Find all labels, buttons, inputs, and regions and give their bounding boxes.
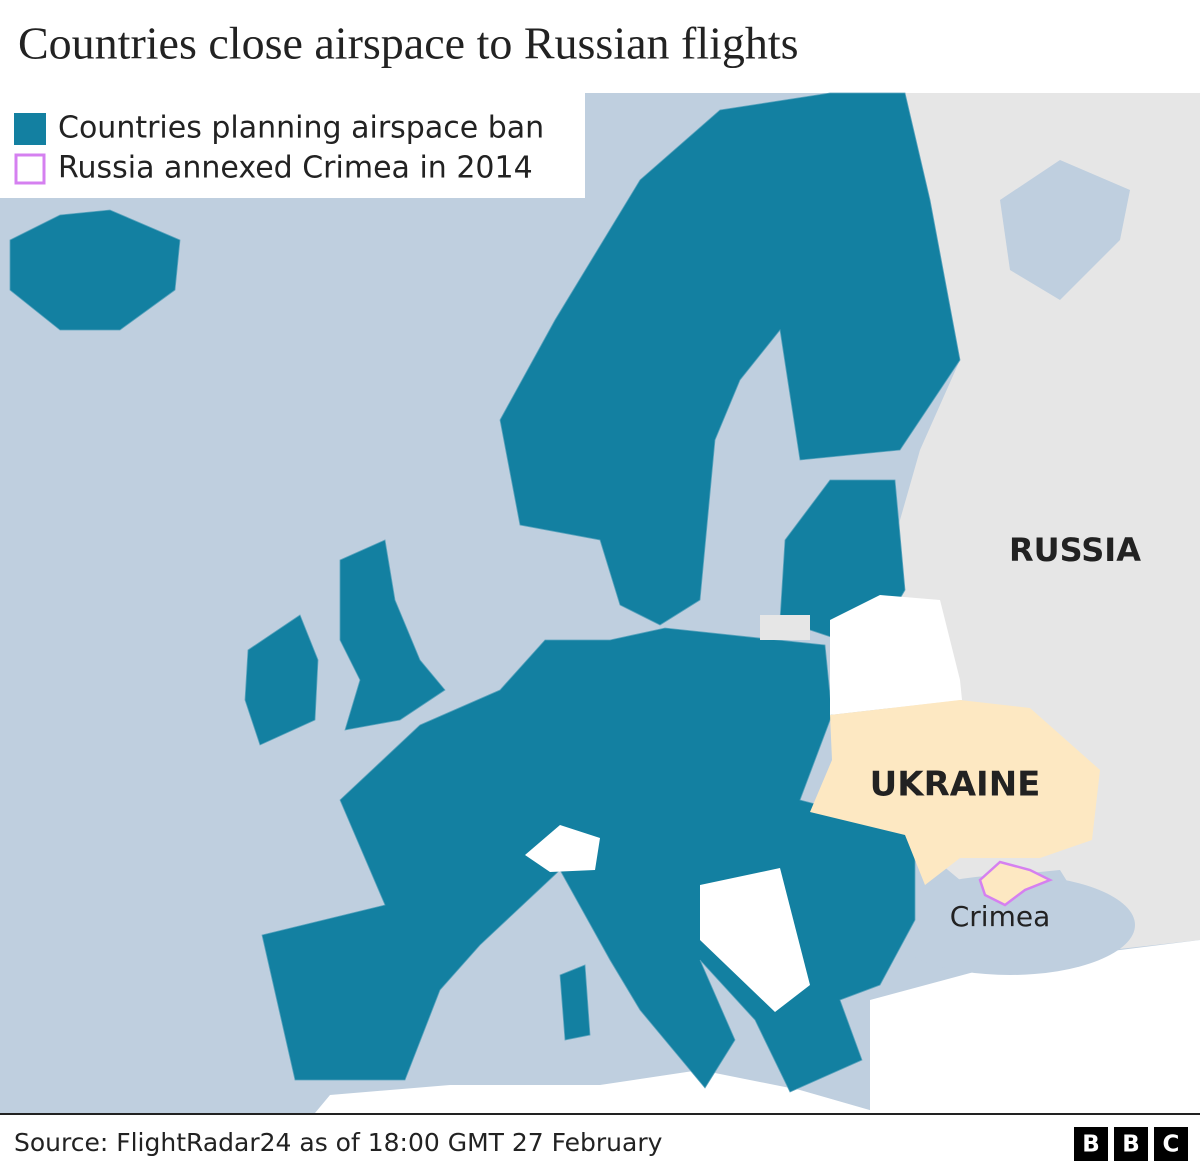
ukraine — [810, 700, 1100, 885]
logo-letter: B — [1082, 1132, 1100, 1158]
ukraine-label: UKRAINE — [870, 765, 1041, 805]
turkey-land — [870, 940, 1200, 1113]
britain — [339, 539, 446, 731]
legend-label: Russia annexed Crimea in 2014 — [58, 151, 533, 186]
logo-box — [1114, 1127, 1148, 1161]
western-balkans — [700, 868, 810, 1012]
africa-land — [315, 1070, 880, 1113]
logo-letter: B — [1122, 1132, 1140, 1158]
russia-label: RUSSIA — [1009, 531, 1141, 569]
title: Countries close airspace to Russian flig… — [18, 18, 799, 69]
black-sea — [885, 875, 1135, 975]
logo-letter: C — [1163, 1132, 1180, 1158]
iceland — [9, 209, 181, 331]
legend-box — [0, 93, 585, 198]
belarus — [830, 595, 962, 715]
legend-label: Countries planning airspace ban — [58, 111, 544, 146]
crimea-label: Crimea — [950, 900, 1051, 933]
ireland — [244, 614, 319, 746]
logo-box — [1154, 1127, 1188, 1161]
source: Source: FlightRadar24 as of 18:00 GMT 27… — [14, 1128, 663, 1157]
legend-swatch — [14, 153, 46, 185]
scandinavia — [499, 92, 961, 626]
white-sea — [1000, 160, 1130, 300]
sardinia — [559, 964, 591, 1041]
switzerland — [525, 825, 600, 872]
crimea-outline — [978, 860, 1054, 907]
kaliningrad — [760, 615, 810, 640]
legend-swatch — [14, 113, 46, 145]
logo: B B C — [1074, 1127, 1188, 1161]
logo-box — [1074, 1127, 1108, 1161]
